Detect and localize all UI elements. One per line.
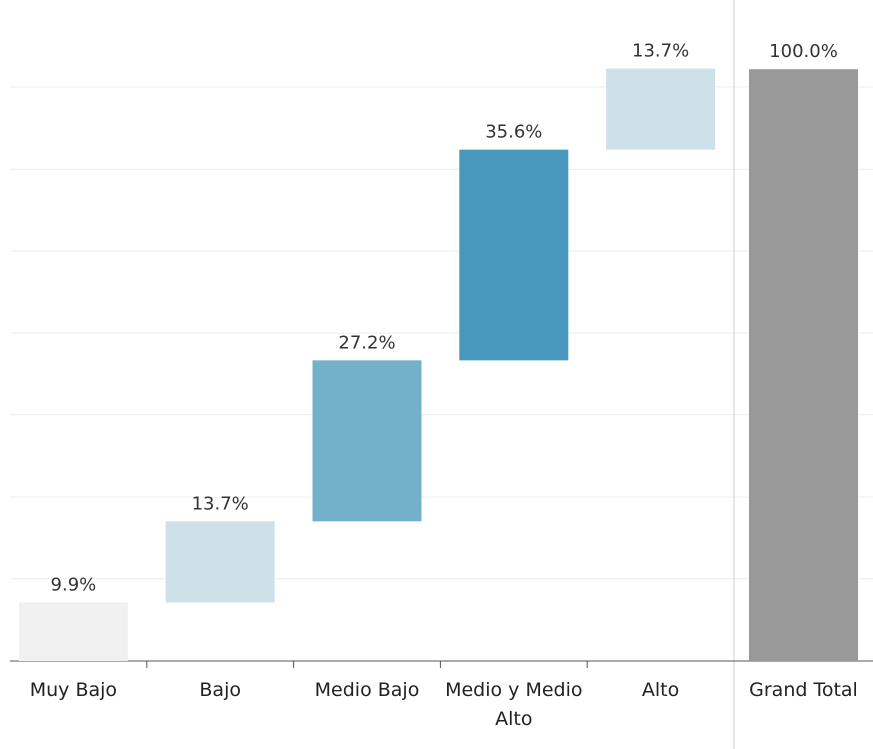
bar: [18, 602, 128, 661]
bar: [165, 521, 275, 603]
value-label: 9.9%: [51, 574, 97, 595]
value-label: 100.0%: [769, 41, 838, 62]
bar: [749, 69, 858, 661]
x-tick-label: Muy Bajo: [29, 679, 118, 701]
x-tick-label: Alto: [641, 679, 680, 701]
bar: [606, 68, 716, 150]
bar: [312, 360, 422, 522]
x-tick-label: Grand Total: [749, 679, 858, 701]
x-tick-label: Medio y Medio Alto: [445, 679, 583, 730]
value-label: 13.7%: [192, 493, 249, 514]
value-label: 13.7%: [632, 41, 689, 62]
x-tick-label: Bajo: [199, 679, 241, 701]
value-label: 35.6%: [485, 122, 542, 143]
bar: [459, 149, 569, 361]
value-label: 27.2%: [338, 332, 395, 353]
x-tick-label: Medio Bajo: [314, 679, 420, 701]
